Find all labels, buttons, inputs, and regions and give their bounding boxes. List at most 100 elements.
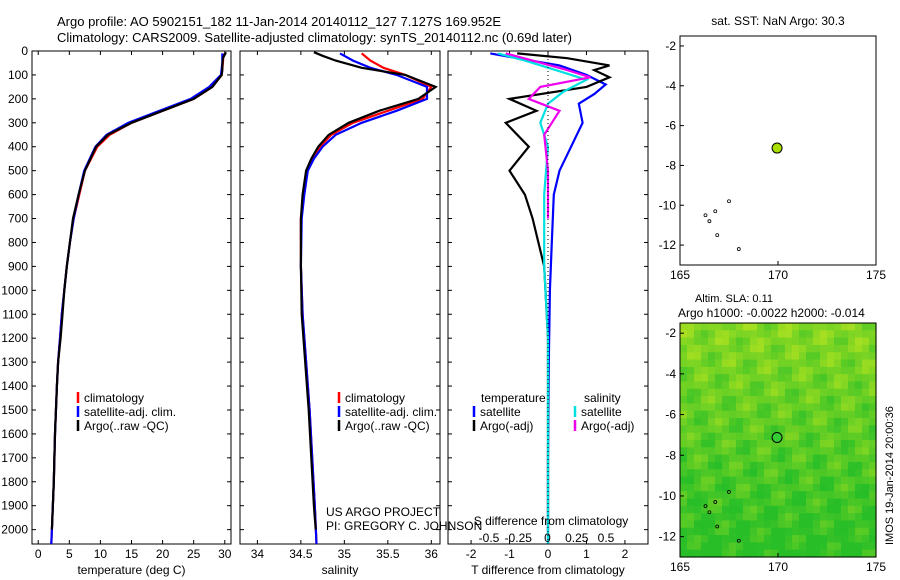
heat-cell (729, 403, 737, 412)
heat-cell (792, 396, 800, 405)
map-y-tick-label: -12 (659, 530, 677, 544)
heat-cell (806, 491, 814, 500)
heat-cell (855, 440, 863, 448)
map-x-tick-label: 175 (866, 560, 886, 574)
heat-cell (757, 381, 765, 390)
heat-cell (799, 505, 807, 514)
heat-cell (813, 366, 821, 375)
heat-cell (701, 396, 709, 405)
heat-cell (771, 469, 779, 478)
heat-cell (736, 323, 744, 331)
heat-cell (806, 542, 814, 551)
heat-cell (834, 388, 842, 397)
heat-cell (841, 549, 849, 558)
heat-cell (722, 388, 730, 397)
heat-cell (743, 374, 751, 383)
heat-cell (862, 476, 870, 485)
heat-cell (736, 418, 744, 426)
heat-cell (722, 344, 730, 353)
heat-cell (736, 542, 744, 551)
legend-salinity-title: salinity (584, 391, 621, 405)
heat-cell (687, 396, 695, 405)
heat-cell (715, 425, 723, 434)
heat-cell (855, 527, 863, 536)
heat-cell (701, 425, 709, 434)
heat-cell (694, 359, 702, 368)
heat-cell (687, 542, 695, 551)
heat-cell (841, 505, 849, 514)
heat-cell (771, 513, 779, 522)
heat-cell (750, 483, 758, 492)
heat-cell (701, 535, 709, 543)
heat-cell (701, 374, 709, 383)
heat-cell (820, 483, 828, 492)
heat-cell (785, 476, 793, 485)
heat-cell (722, 337, 730, 346)
heat-cell (820, 418, 828, 426)
difference-series-0 (490, 52, 608, 544)
temperature-legend-label: Argo(..raw -QC) (84, 419, 169, 433)
heat-cell (869, 425, 877, 434)
heat-cell (827, 344, 835, 353)
heat-cell (848, 469, 856, 478)
y-tick-label: 1700 (1, 451, 28, 465)
heat-cell (694, 418, 702, 426)
heat-cell (792, 549, 800, 558)
heat-cell (694, 337, 702, 346)
heat-cell (827, 418, 835, 426)
heat-cell (694, 440, 702, 448)
heat-cell (771, 535, 779, 543)
heat-cell (869, 366, 877, 375)
heat-cell (848, 330, 856, 339)
heat-cell (743, 418, 751, 426)
heat-cell (750, 513, 758, 522)
heat-cell (764, 440, 772, 448)
x2-tick-label: 0.5 (598, 531, 615, 545)
heat-cell (743, 461, 751, 470)
difference-xlabel2: S difference from climatology (474, 514, 629, 528)
x-tick-label: 30 (218, 547, 232, 561)
heat-cell (813, 337, 821, 346)
heat-cell (715, 366, 723, 375)
heat-cell (771, 461, 779, 470)
heat-cell (792, 337, 800, 346)
heat-cell (757, 440, 765, 448)
heat-cell (813, 542, 821, 551)
heat-cell (687, 505, 695, 514)
heat-cell (813, 520, 821, 529)
heat-cell (848, 535, 856, 543)
heat-cell (750, 381, 758, 390)
y-tick-label: 600 (8, 188, 28, 202)
heat-cell (848, 418, 856, 426)
heat-cell (869, 520, 877, 529)
heat-cell (757, 469, 765, 478)
timestamp-stamp: IMOS 19-Jan-2014 20:00:36 (884, 406, 896, 545)
heat-cell (799, 542, 807, 551)
heat-cell (841, 410, 849, 419)
heat-cell (834, 359, 842, 368)
heat-cell (862, 396, 870, 405)
heat-cell (708, 520, 716, 529)
heat-cell (813, 396, 821, 405)
heat-cell (848, 505, 856, 514)
heat-cell (708, 388, 716, 397)
x-tick-label: 2 (622, 547, 629, 561)
heat-cell (855, 381, 863, 390)
sla-map-panel: 165 170 175 -2 -4 -6 -8 -10 -12 Altim. SLA: 0.11A… (659, 293, 887, 574)
heat-cell (827, 498, 835, 507)
heat-cell (799, 396, 807, 405)
heat-cell (785, 396, 793, 405)
heat-cell (722, 513, 730, 522)
salinity-axes-frame (239, 50, 441, 545)
heat-cell (757, 520, 765, 529)
heat-cell (778, 461, 786, 470)
heat-cell (743, 366, 751, 375)
heat-cell (771, 388, 779, 397)
heat-cell (757, 366, 765, 375)
heat-cell (820, 498, 828, 507)
heat-cell (785, 374, 793, 383)
heat-cell (708, 425, 716, 434)
heat-cell (792, 344, 800, 353)
heat-cell (778, 330, 786, 339)
heat-cell (708, 491, 716, 500)
